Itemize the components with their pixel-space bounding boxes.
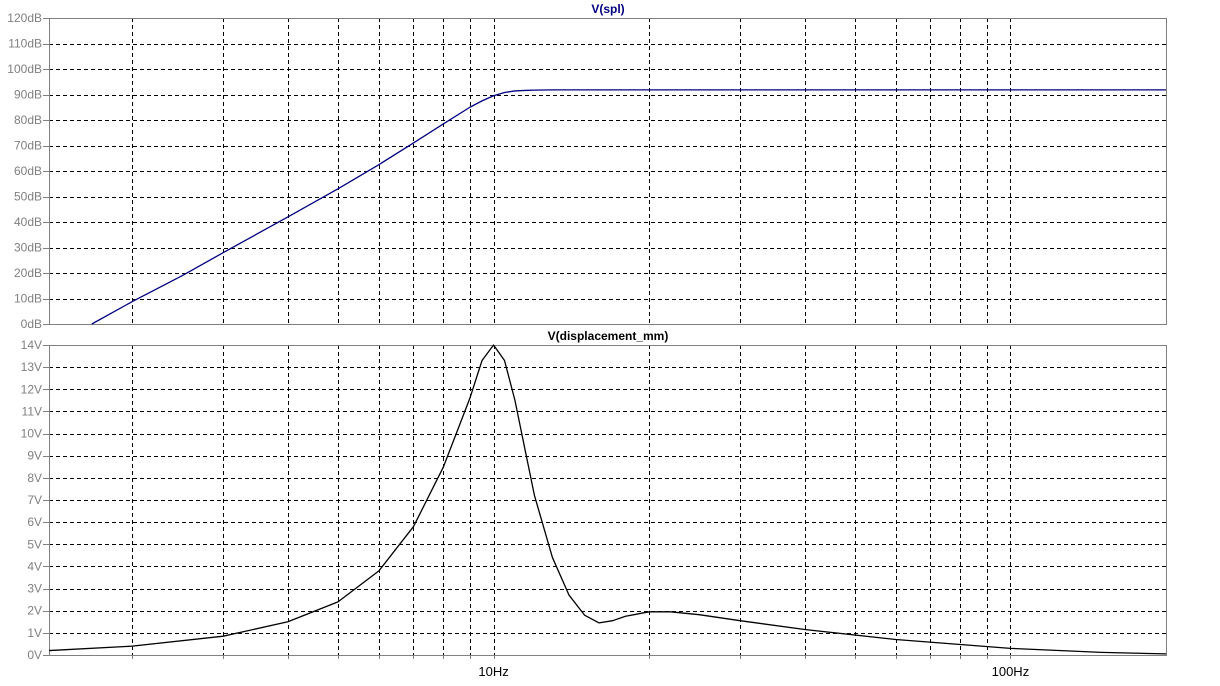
y-tick-label: 5V bbox=[27, 537, 42, 551]
y-tick-label: 2V bbox=[27, 604, 42, 618]
trace-title-displacement[interactable]: V(displacement_mm) bbox=[548, 329, 669, 343]
displacement-pane: 0V 1V 2V 3V 4V 5V 6V 7V 8V 9V 10V 11V 12V 13V 14V bbox=[21, 338, 1167, 662]
y-tick-label: 30dB bbox=[14, 241, 42, 255]
y-tick-label: 14V bbox=[21, 338, 42, 352]
y-tick-label: 90dB bbox=[14, 88, 42, 102]
y-tick-label: 8V bbox=[27, 471, 42, 485]
y-tick-label: 6V bbox=[27, 515, 42, 529]
series-line[interactable] bbox=[91, 89, 1166, 325]
y-tick-label: 70dB bbox=[14, 139, 42, 153]
y-tick-label: 110dB bbox=[8, 37, 42, 51]
series-line[interactable] bbox=[48, 344, 1167, 655]
y-tick-label: 13V bbox=[21, 360, 42, 374]
x-tick-label: 10Hz bbox=[478, 664, 508, 679]
y-tick-label: 12V bbox=[21, 382, 42, 396]
y-tick-label: 10V bbox=[21, 427, 42, 441]
plot-frame bbox=[49, 18, 1167, 325]
y-tick-label: 40dB bbox=[14, 215, 42, 229]
x-axis: 10Hz 100Hz bbox=[132, 655, 1030, 679]
y-tick-label: 11V bbox=[22, 404, 42, 418]
y-tick-label: 120dB bbox=[7, 11, 42, 25]
y-tick-label: 3V bbox=[27, 582, 42, 596]
y-tick-label: 80dB bbox=[14, 113, 42, 127]
y-tick-label: 60dB bbox=[14, 164, 42, 178]
y-tick-label: 0V bbox=[27, 648, 42, 662]
y-tick-label: 50dB bbox=[14, 190, 42, 204]
y-tick-label: 4V bbox=[27, 559, 42, 573]
y-tick-label: 9V bbox=[27, 449, 42, 463]
y-tick-label: 1V bbox=[27, 626, 42, 640]
y-tick-label: 7V bbox=[27, 493, 42, 507]
y-tick-label: 0dB bbox=[21, 317, 42, 331]
x-tick-label: 100Hz bbox=[992, 664, 1030, 679]
plot-frame bbox=[49, 345, 1167, 656]
y-tick-label: 100dB bbox=[7, 62, 42, 76]
y-tick-label: 20dB bbox=[14, 266, 42, 280]
y-tick-label: 10dB bbox=[14, 292, 42, 306]
spl-pane: 0dB 10dB 20dB 30dB 40dB 50dB 60dB 70dB 80dB 90dB 1… bbox=[7, 11, 1167, 331]
trace-title-spl[interactable]: V(spl) bbox=[591, 2, 624, 16]
